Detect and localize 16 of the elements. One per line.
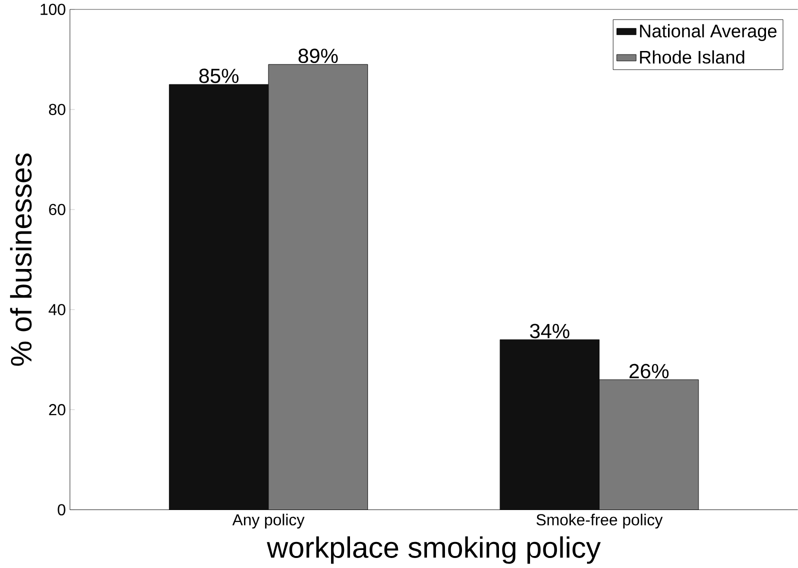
y-axis-title: % of businesses: [10, 154, 32, 366]
data-label: 85%: [199, 68, 239, 84]
legend-label: Rhode Island: [640, 50, 744, 64]
y-tick-label: 40: [48, 304, 66, 316]
x-tick-label: Any policy: [232, 514, 305, 529]
y-tick-label: 80: [49, 104, 66, 116]
y-tick-label: 0: [58, 504, 66, 516]
data-label: 34%: [530, 324, 570, 338]
data-label: 89%: [298, 48, 338, 64]
y-tick-label: 100: [40, 4, 66, 16]
y-tick-label: 20: [49, 404, 66, 416]
data-label: 26%: [630, 364, 669, 379]
x-axis-title: workplace smoking policy: [266, 536, 601, 564]
legend-label: National Average: [640, 24, 776, 42]
y-tick-label: 60: [49, 204, 66, 216]
x-tick-label: Smoke-free policy: [536, 514, 663, 529]
